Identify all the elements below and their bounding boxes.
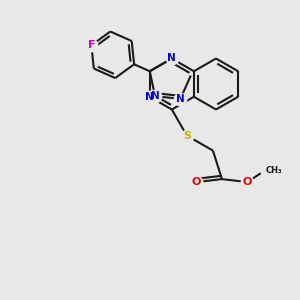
- Text: F: F: [88, 40, 95, 50]
- Text: N: N: [167, 53, 176, 64]
- Text: CH₃: CH₃: [266, 166, 282, 175]
- Text: N: N: [176, 94, 185, 104]
- Text: O: O: [243, 177, 252, 187]
- Text: N: N: [151, 91, 159, 101]
- Text: O: O: [192, 177, 201, 187]
- Text: S: S: [183, 130, 191, 141]
- Text: N: N: [146, 92, 154, 102]
